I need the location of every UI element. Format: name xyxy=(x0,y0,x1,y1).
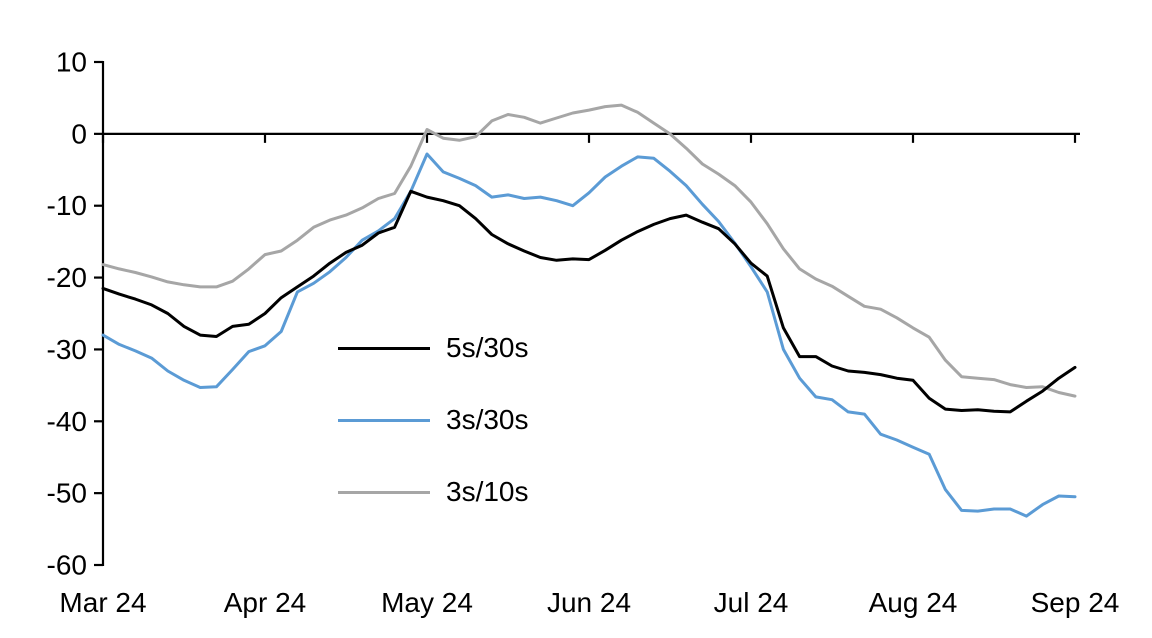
series-line-3s-30s xyxy=(101,152,1077,518)
legend-line-sample-3s10s xyxy=(338,490,430,494)
y-axis-tick-label: -10 xyxy=(47,190,87,221)
x-axis-tick-label-may-24: May 24 xyxy=(381,587,473,618)
series-line-5s-30s xyxy=(101,189,1077,414)
y-axis-tick-label: -30 xyxy=(47,334,87,365)
y-axis-tick-label: -60 xyxy=(47,550,87,581)
legend-item-3s10s: 3s/10s xyxy=(338,456,529,528)
chart-legend: 5s/30s 3s/30s 3s/10s xyxy=(338,312,529,528)
x-axis-tick-label-jun-24: Jun 24 xyxy=(547,587,631,618)
y-axis-tick-label: 0 xyxy=(71,118,87,149)
x-axis-tick-label-sep-24: Sep 24 xyxy=(1031,587,1120,618)
legend-line-sample-5s30s xyxy=(338,346,430,350)
x-axis-tick-label-aug-24: Aug 24 xyxy=(869,587,958,618)
x-axis-tick-label-apr-24: Apr 24 xyxy=(224,587,307,618)
y-axis-tick-label: -20 xyxy=(47,262,87,293)
legend-label-3s10s: 3s/10s xyxy=(446,476,529,507)
legend-item-3s30s: 3s/30s xyxy=(338,384,529,456)
legend-item-5s30s: 5s/30s xyxy=(338,312,529,384)
y-axis-tick-label: -40 xyxy=(47,406,87,437)
legend-label-5s30s: 5s/30s xyxy=(446,332,529,363)
x-axis-tick-label-jul-24: Jul 24 xyxy=(714,587,789,618)
legend-label-3s30s: 3s/30s xyxy=(446,404,529,435)
legend-line-sample-3s30s xyxy=(338,418,430,422)
y-axis-tick-label: -50 xyxy=(47,478,87,509)
x-axis-tick-label-mar-24: Mar 24 xyxy=(59,587,146,618)
series-line-3s-10s xyxy=(101,103,1077,398)
y-axis-tick-label: 10 xyxy=(56,47,87,78)
